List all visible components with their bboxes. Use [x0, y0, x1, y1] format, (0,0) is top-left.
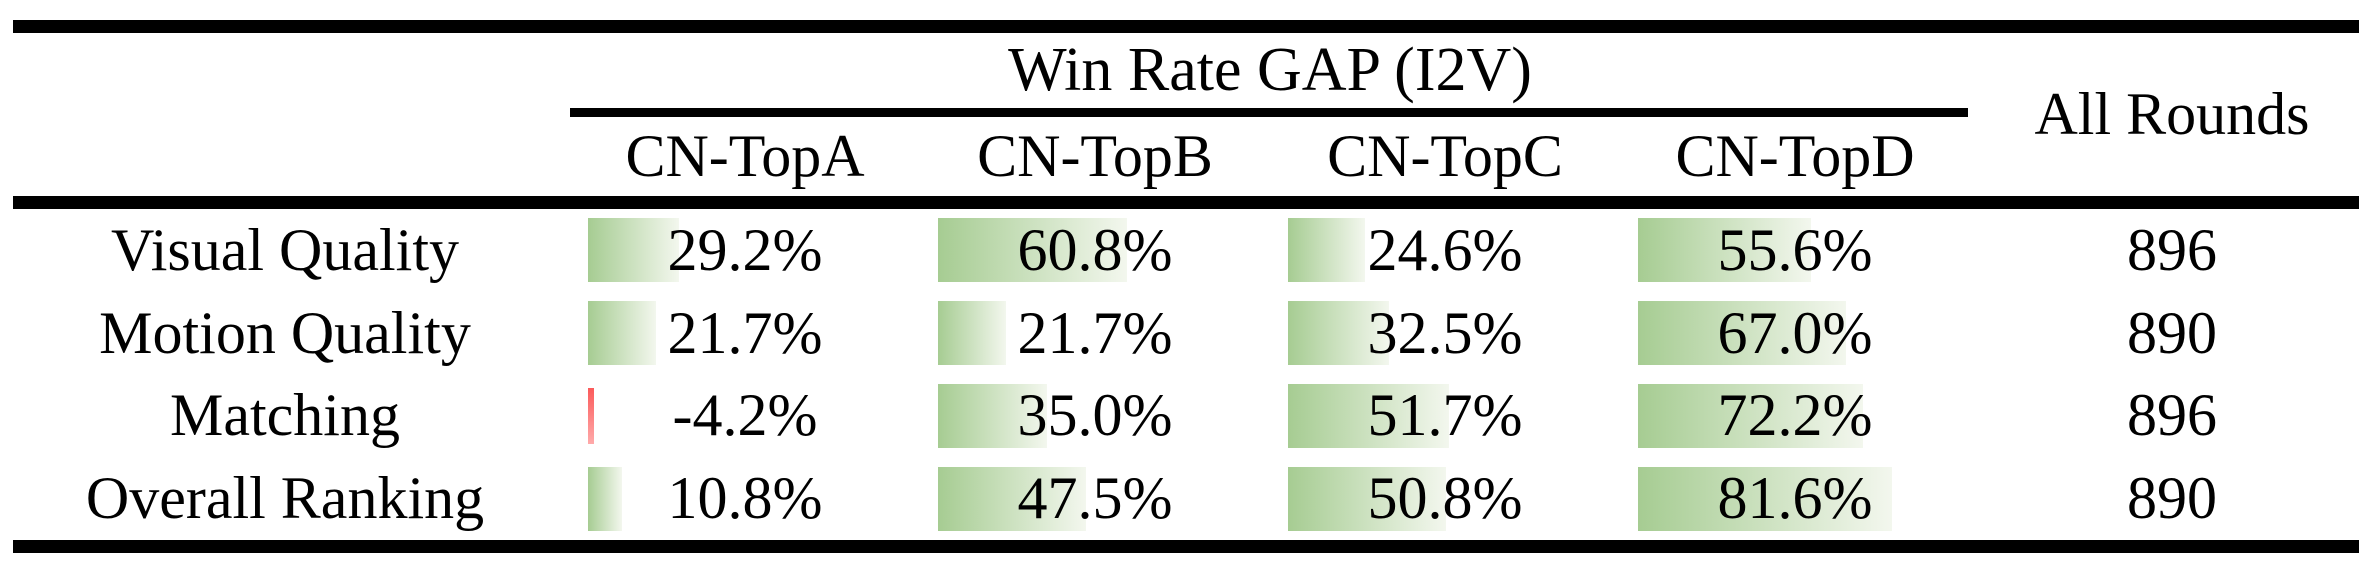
table-header: Win Rate GAP (I2V) CN-TopA CN-TopB CN-To…	[0, 33, 2374, 196]
bottom-rule	[13, 540, 2359, 553]
win-rate-bar	[938, 383, 1047, 448]
all-rounds-value: 890	[2127, 299, 2217, 366]
all-rounds-value: 890	[2127, 465, 2217, 532]
win-rate-bar	[938, 466, 1086, 531]
win-rate-bar	[938, 218, 1128, 283]
win-rate-value: 67.0%	[1717, 299, 1873, 366]
win-rate-bar	[1288, 301, 1390, 366]
win-rate-bar	[1638, 466, 1892, 531]
data-cell: 29.2%	[570, 209, 920, 292]
data-cell: 51.7%	[1270, 375, 1620, 458]
win-rate-value: 47.5%	[1017, 465, 1173, 532]
win-rate-value: 21.7%	[667, 299, 823, 366]
top-rule	[13, 20, 2359, 33]
win-rate-value: 51.7%	[1367, 382, 1523, 449]
win-rate-value: 10.8%	[667, 465, 823, 532]
data-cell: 47.5%	[920, 457, 1270, 540]
column-header-cn-topa: CN-TopA	[625, 123, 865, 189]
group-underline-rule	[570, 108, 1968, 117]
win-rate-value: 60.8%	[1017, 216, 1173, 283]
table-row: Overall Ranking 10.8% 47.5% 50.8% 81.6% …	[0, 457, 2374, 540]
table-row: Matching -4.2% 35.0% 51.7% 72.2% 896	[0, 375, 2374, 458]
row-label: Overall Ranking	[85, 465, 485, 532]
win-rate-value: 21.7%	[1017, 299, 1173, 366]
all-rounds-value: 896	[2127, 216, 2217, 283]
win-rate-bar-negative	[588, 387, 594, 444]
column-header-row: CN-TopA CN-TopB CN-TopC CN-TopD	[0, 117, 2374, 196]
group-underline-row	[0, 108, 2374, 117]
data-cell: 60.8%	[920, 209, 1270, 292]
group-header-title: Win Rate GAP (I2V)	[1008, 36, 1532, 104]
row-label: Visual Quality	[110, 216, 460, 283]
data-cell: 72.2%	[1620, 375, 1970, 458]
win-rate-value: 29.2%	[667, 216, 823, 283]
win-rate-bar	[938, 301, 1006, 366]
column-header-cn-topc: CN-TopC	[1327, 123, 1563, 189]
table-row: Visual Quality 29.2% 60.8% 24.6% 55.6% 8…	[0, 209, 2374, 292]
win-rate-bar	[1288, 383, 1449, 448]
win-rate-value: 72.2%	[1717, 382, 1873, 449]
row-label: Motion Quality	[99, 299, 471, 366]
win-rate-bar	[1638, 383, 1863, 448]
win-rate-value: 35.0%	[1017, 382, 1173, 449]
header-body-rule	[13, 196, 2359, 209]
win-rate-value: 81.6%	[1717, 465, 1873, 532]
column-header-cn-topd: CN-TopD	[1675, 123, 1915, 189]
column-header-all-rounds: All Rounds	[2034, 81, 2310, 147]
data-cell: 32.5%	[1270, 292, 1620, 375]
win-rate-bar	[1288, 466, 1446, 531]
data-cell: 35.0%	[920, 375, 1270, 458]
win-rate-value: 24.6%	[1367, 216, 1523, 283]
data-cell: 10.8%	[570, 457, 920, 540]
win-rate-value: 55.6%	[1717, 216, 1873, 283]
data-cell: -4.2%	[570, 375, 920, 458]
all-rounds-value: 896	[2127, 382, 2217, 449]
win-rate-bar	[1288, 218, 1365, 283]
win-rate-bar	[1638, 218, 1811, 283]
data-cell: 21.7%	[920, 292, 1270, 375]
data-cell: 50.8%	[1270, 457, 1620, 540]
win-rate-bar	[588, 301, 656, 366]
data-cell: 21.7%	[570, 292, 920, 375]
row-label: Matching	[170, 382, 400, 449]
table-body: Visual Quality 29.2% 60.8% 24.6% 55.6% 8…	[0, 209, 2374, 540]
win-rate-bar	[588, 466, 622, 531]
win-rate-bar	[1638, 301, 1847, 366]
win-rate-value: 32.5%	[1367, 299, 1523, 366]
group-header-row: Win Rate GAP (I2V)	[0, 33, 2374, 108]
win-rate-value: 50.8%	[1367, 465, 1523, 532]
data-cell: 24.6%	[1270, 209, 1620, 292]
win-rate-bar	[588, 218, 679, 283]
data-cell: 55.6%	[1620, 209, 1970, 292]
data-cell: 81.6%	[1620, 457, 1970, 540]
data-cell: 67.0%	[1620, 292, 1970, 375]
table-row: Motion Quality 21.7% 21.7% 32.5% 67.0% 8…	[0, 292, 2374, 375]
win-rate-value: -4.2%	[672, 382, 818, 449]
column-header-cn-topb: CN-TopB	[977, 123, 1213, 189]
